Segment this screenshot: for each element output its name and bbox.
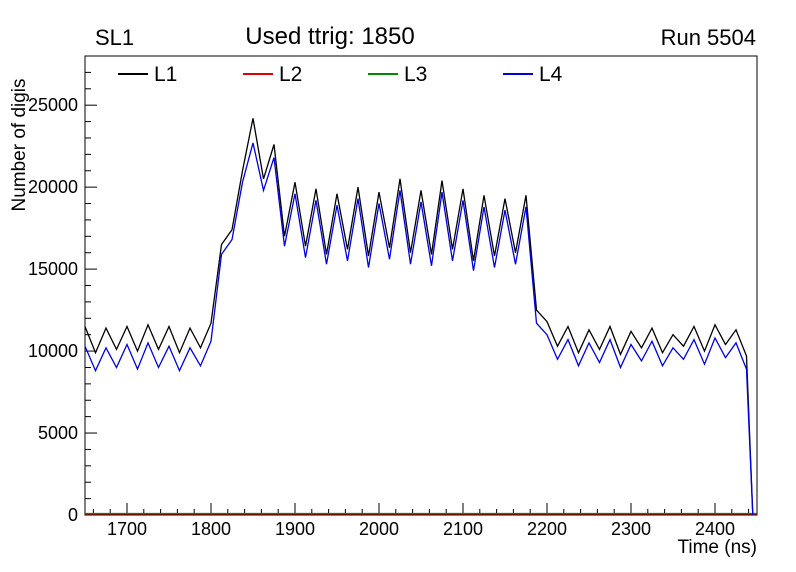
- pad-title-right: Run 5504: [661, 25, 756, 50]
- x-tick-label: 2300: [611, 519, 651, 539]
- y-tick-label: 0: [68, 505, 78, 525]
- x-tick-label: 2000: [359, 519, 399, 539]
- plot-frame: [84, 55, 758, 516]
- pad-title-left: SL1: [95, 25, 134, 50]
- legend-label-l2: L2: [279, 63, 302, 86]
- legend-label-l1: L1: [154, 63, 177, 86]
- legend-label-l3: L3: [404, 63, 427, 86]
- x-tick-label: 2400: [695, 519, 735, 539]
- y-tick-label: 5000: [38, 423, 78, 443]
- series-line-l1: [84, 118, 754, 516]
- legend: L1 L2 L3 L4: [118, 63, 563, 86]
- x-tick-label: 2100: [443, 519, 483, 539]
- y-tick-label: 10000: [28, 341, 78, 361]
- series-line-l4: [84, 142, 754, 516]
- x-axis-title: Time (ns): [677, 537, 757, 558]
- plot-area: 1700 1800 1900 2000 2100 2200 2300 2400 0 5000 100…: [28, 55, 758, 539]
- y-axis-title: Number of digis: [9, 78, 30, 211]
- x-tick-label: 2200: [527, 519, 567, 539]
- x-tick-label: 1700: [107, 519, 147, 539]
- x-tick-label: 1900: [275, 519, 315, 539]
- chart-title: Used ttrig: 1850: [245, 23, 414, 50]
- y-tick-label: 20000: [28, 177, 78, 197]
- y-tick-label: 15000: [28, 259, 78, 279]
- x-tick-label: 1800: [191, 519, 231, 539]
- legend-label-l4: L4: [539, 63, 563, 86]
- y-tick-label: 25000: [28, 95, 78, 115]
